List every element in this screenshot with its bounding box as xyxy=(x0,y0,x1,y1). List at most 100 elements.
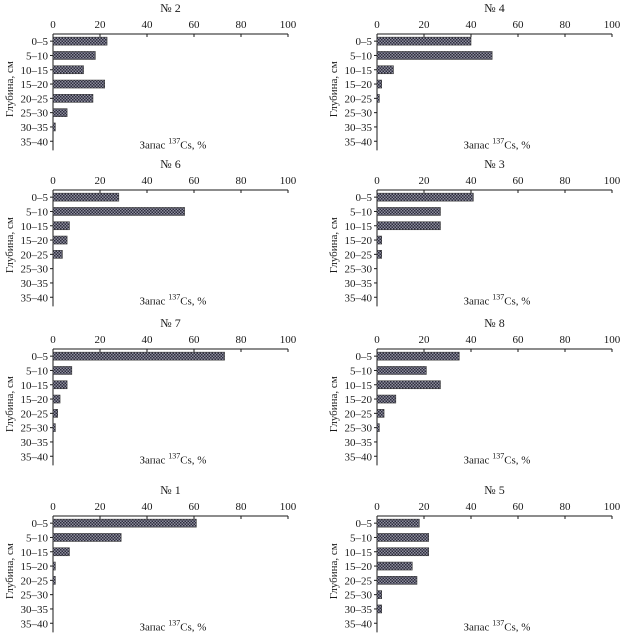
x-axis-label: Запас 137Cs, % xyxy=(464,618,531,633)
chart-panel-6: № 8 0 20 40 60 80 100 0–5 5–10 10–15 15–20 20–25 25–… xyxy=(328,316,621,466)
x-tick-label: 40 xyxy=(466,19,478,31)
depth-label: 30–35 xyxy=(345,278,373,290)
depth-label: 5–10 xyxy=(26,206,49,218)
bar xyxy=(52,380,68,390)
bar xyxy=(376,533,430,542)
depth-label: 5–10 xyxy=(350,50,373,62)
chart-panel-8: № 5 0 20 40 60 80 100 0–5 5–10 10–15 15–20 20–25 25–… xyxy=(328,483,621,633)
x-tick-label: 40 xyxy=(142,175,154,187)
bar xyxy=(376,94,380,103)
bar xyxy=(52,518,197,528)
y-axis-label: Глубина, см xyxy=(4,61,16,117)
depth-label: 25–30 xyxy=(345,423,373,435)
depth-label: 35–40 xyxy=(21,136,49,148)
depth-label: 0–5 xyxy=(356,351,373,363)
chart-panel-1: № 2 0 20 40 60 80 100 0–5 5–10 10–15 15–20 20–25 25–… xyxy=(4,1,297,151)
x-tick-label: 60 xyxy=(189,501,201,513)
bar xyxy=(376,380,441,390)
y-axis-label: Глубина, см xyxy=(328,217,340,273)
x-axis-label-unit: Cs, % xyxy=(180,621,206,633)
depth-label: 25–30 xyxy=(345,590,373,602)
depth-label: 30–35 xyxy=(21,122,49,134)
x-tick-label: 100 xyxy=(280,501,297,513)
x-axis-label-unit: Cs, % xyxy=(180,454,206,466)
panel-title: № 6 xyxy=(160,157,180,171)
x-axis-label: Запас 137Cs, % xyxy=(140,136,207,151)
bar xyxy=(376,366,427,375)
depth-label: 5–10 xyxy=(26,365,49,377)
depth-label: 0–5 xyxy=(356,518,373,530)
x-axis-label-unit: Cs, % xyxy=(180,139,206,151)
x-tick-label: 40 xyxy=(466,501,478,513)
depth-label: 20–25 xyxy=(345,93,373,105)
y-axis-label: Глубина, см xyxy=(328,543,340,599)
y-axis-label: Глубина, см xyxy=(4,217,16,273)
x-tick-label: 20 xyxy=(95,334,107,346)
depth-label: 15–20 xyxy=(345,394,373,406)
depth-label: 35–40 xyxy=(345,136,373,148)
bar xyxy=(376,576,418,585)
x-axis-label-isotope: 137 xyxy=(168,292,180,301)
panel-title: № 7 xyxy=(160,316,180,330)
x-axis-label-unit: Cs, % xyxy=(504,139,530,151)
x-tick-label: 0 xyxy=(374,175,380,187)
y-axis-label: Глубина, см xyxy=(328,376,340,432)
x-axis-label-main: Запас xyxy=(140,621,169,633)
x-tick-label: 20 xyxy=(419,334,431,346)
bar xyxy=(376,36,472,46)
chart-panel-5: № 7 0 20 40 60 80 100 0–5 5–10 10–15 15–20 20–25 25–… xyxy=(4,316,297,466)
x-axis-label-main: Запас xyxy=(464,139,493,151)
x-tick-label: 40 xyxy=(466,334,478,346)
panel-title: № 8 xyxy=(484,316,504,330)
x-axis-label: Запас 137Cs, % xyxy=(464,451,531,466)
depth-label: 0–5 xyxy=(32,192,49,204)
depth-label: 5–10 xyxy=(350,206,373,218)
x-axis-label-main: Запас xyxy=(464,454,493,466)
x-axis-label-isotope: 137 xyxy=(492,618,504,627)
x-tick-label: 0 xyxy=(50,334,56,346)
x-axis-label-isotope: 137 xyxy=(492,451,504,460)
x-tick-label: 100 xyxy=(604,19,621,31)
bar xyxy=(376,409,385,418)
depth-label: 0–5 xyxy=(32,518,49,530)
bar xyxy=(52,65,84,75)
x-axis-label: Запас 137Cs, % xyxy=(464,292,531,307)
bar xyxy=(376,423,380,432)
x-axis-label-isotope: 137 xyxy=(168,451,180,460)
depth-label: 35–40 xyxy=(345,451,373,463)
depth-label: 5–10 xyxy=(350,365,373,377)
x-tick-label: 20 xyxy=(95,501,107,513)
depth-label: 20–25 xyxy=(345,408,373,420)
bar xyxy=(376,192,474,202)
x-tick-label: 60 xyxy=(189,175,201,187)
bar xyxy=(52,79,106,89)
depth-label: 35–40 xyxy=(21,292,49,304)
bar xyxy=(52,36,108,46)
depth-label: 10–15 xyxy=(21,547,49,559)
bar xyxy=(52,221,70,231)
bar xyxy=(376,51,493,60)
x-tick-label: 100 xyxy=(280,19,297,31)
depth-label: 30–35 xyxy=(21,604,49,616)
x-axis-label: Запас 137Cs, % xyxy=(140,618,207,633)
x-tick-label: 20 xyxy=(95,175,107,187)
x-axis-label-main: Запас xyxy=(464,621,493,633)
x-axis-label-main: Запас xyxy=(464,295,493,307)
chart-panel-2: № 4 0 20 40 60 80 100 0–5 5–10 10–15 15–20 20–25 25–… xyxy=(328,1,621,151)
x-tick-label: 20 xyxy=(419,175,431,187)
x-tick-label: 0 xyxy=(50,175,56,187)
x-tick-label: 100 xyxy=(604,175,621,187)
depth-label: 30–35 xyxy=(345,122,373,134)
depth-label: 35–40 xyxy=(21,618,49,630)
bar xyxy=(376,235,382,245)
x-tick-label: 100 xyxy=(280,175,297,187)
bar xyxy=(52,409,58,418)
x-tick-label: 60 xyxy=(513,175,525,187)
x-axis-label-isotope: 137 xyxy=(168,136,180,145)
x-tick-label: 40 xyxy=(142,19,154,31)
x-tick-label: 100 xyxy=(604,334,621,346)
depth-label: 20–25 xyxy=(345,249,373,261)
bar xyxy=(52,94,94,103)
x-axis-label-main: Запас xyxy=(140,454,169,466)
